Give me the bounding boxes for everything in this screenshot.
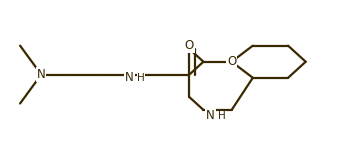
Text: H: H <box>218 110 225 121</box>
Text: N: N <box>206 109 215 122</box>
Text: H: H <box>137 73 144 83</box>
Text: N: N <box>37 68 46 81</box>
Text: O: O <box>227 55 236 68</box>
Text: O: O <box>185 39 194 52</box>
Text: N: N <box>125 71 134 84</box>
